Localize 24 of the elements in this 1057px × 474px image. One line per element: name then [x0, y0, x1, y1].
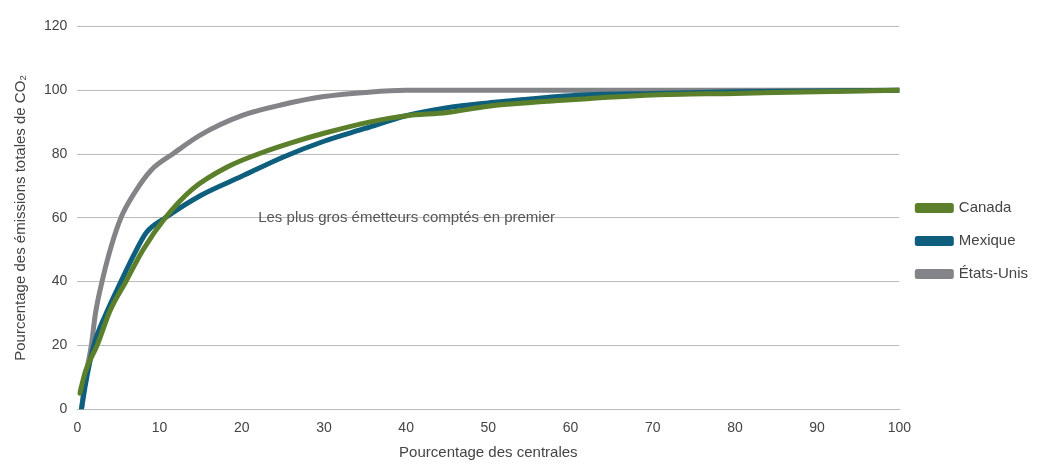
y-tick-label: 80: [51, 144, 68, 161]
x-tick-label: 20: [233, 419, 250, 436]
x-axis-title: Pourcentage des centrales: [399, 443, 578, 461]
x-tick-label: 90: [809, 419, 826, 436]
y-axis-title: Pourcentage des émissions totales de CO₂: [11, 74, 29, 361]
x-tick-label: 0: [73, 419, 82, 436]
y-tick-label: 20: [51, 336, 68, 353]
x-tick-label: 70: [644, 419, 661, 436]
x-tick-label: 80: [727, 419, 743, 436]
x-tick-label: 30: [316, 419, 332, 436]
y-tick-label: 0: [59, 400, 68, 417]
legend-label: Mexique: [958, 231, 1016, 249]
legend-label: Canada: [958, 198, 1013, 216]
x-tick-label: 40: [398, 419, 415, 436]
y-tick-label: 40: [51, 272, 68, 289]
x-tick-label: 10: [151, 419, 168, 436]
x-tick-label: 100: [887, 419, 912, 436]
y-tick-label: 120: [44, 17, 68, 34]
y-tick-label: 100: [44, 81, 68, 98]
x-tick-label: 50: [480, 419, 497, 436]
y-tick-label: 60: [51, 208, 68, 225]
x-tick-label: 60: [562, 419, 579, 436]
legend-label: États-Unis: [958, 264, 1028, 282]
annotation: Les plus gros émetteurs comptés en premier: [258, 207, 555, 225]
